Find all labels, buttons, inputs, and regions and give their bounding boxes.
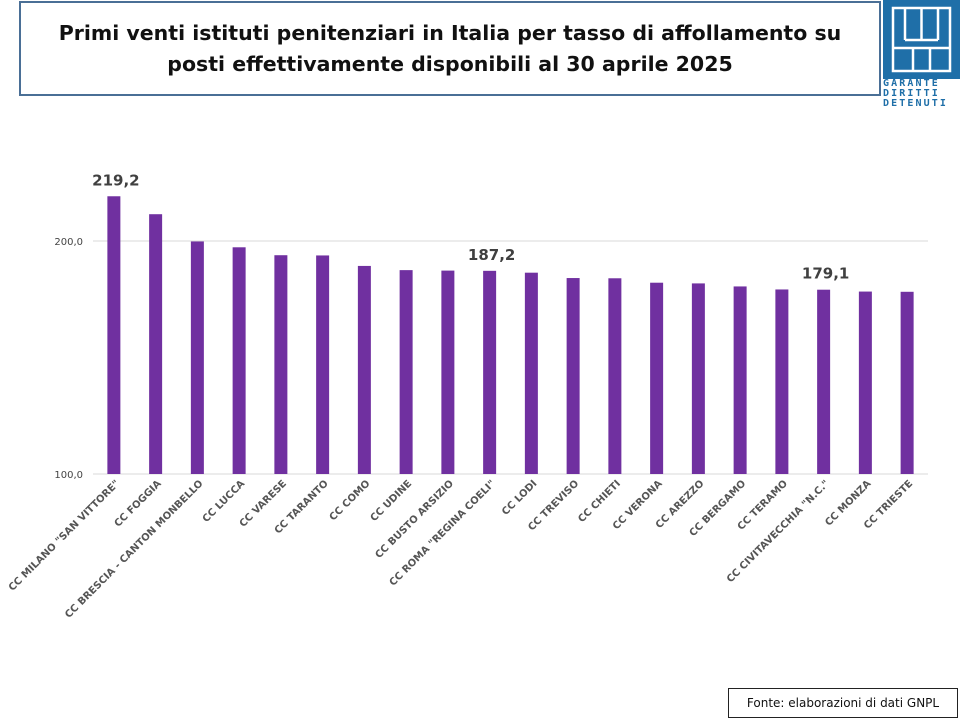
bar	[691, 283, 705, 474]
data-label: 187,2	[468, 246, 515, 264]
x-tick-label: CC LODI	[500, 478, 539, 517]
bar	[775, 289, 789, 474]
logo-line-3: DETENUTI	[883, 97, 948, 109]
garante-logo-text: GARANTE DIRITTI DETENUTI	[883, 79, 960, 108]
bar	[357, 265, 371, 474]
x-tick-label: CC COMO	[328, 478, 373, 523]
logo-line-2: DIRITTI	[883, 87, 940, 99]
bar	[733, 286, 747, 474]
bar	[190, 241, 204, 474]
y-tick-label: 200,0	[54, 237, 83, 248]
data-label: 219,2	[92, 171, 139, 189]
chart-title: Primi venti istituti penitenziari in Ita…	[58, 20, 842, 76]
data-label: 179,1	[802, 265, 849, 283]
bar	[316, 255, 330, 474]
bar	[149, 214, 163, 474]
bar	[650, 282, 664, 474]
bar	[441, 270, 455, 474]
bar	[483, 270, 497, 474]
garante-logo: GARANTE DIRITTI DETENUTI	[883, 0, 960, 108]
x-tick-label: CC UDINE	[369, 478, 415, 524]
bar	[274, 255, 288, 474]
bar	[107, 196, 121, 474]
x-tick-label: CC BUSTO ARSIZIO	[373, 478, 456, 561]
bar	[232, 247, 246, 474]
bar	[524, 272, 538, 474]
bar	[608, 278, 622, 474]
bar	[858, 291, 872, 474]
bar	[817, 289, 831, 474]
logo-line-1: GARANTE	[883, 78, 940, 89]
bar	[399, 270, 413, 474]
source-text: Fonte: elaborazioni di dati GNPL	[746, 696, 940, 710]
garante-logo-icon	[883, 0, 960, 79]
y-tick-label: 100,0	[54, 470, 83, 481]
source-box: Fonte: elaborazioni di dati GNPL	[728, 688, 958, 718]
chart-title-box: Primi venti istituti penitenziari in Ita…	[19, 1, 881, 96]
bar	[566, 278, 580, 474]
bar	[900, 291, 914, 474]
